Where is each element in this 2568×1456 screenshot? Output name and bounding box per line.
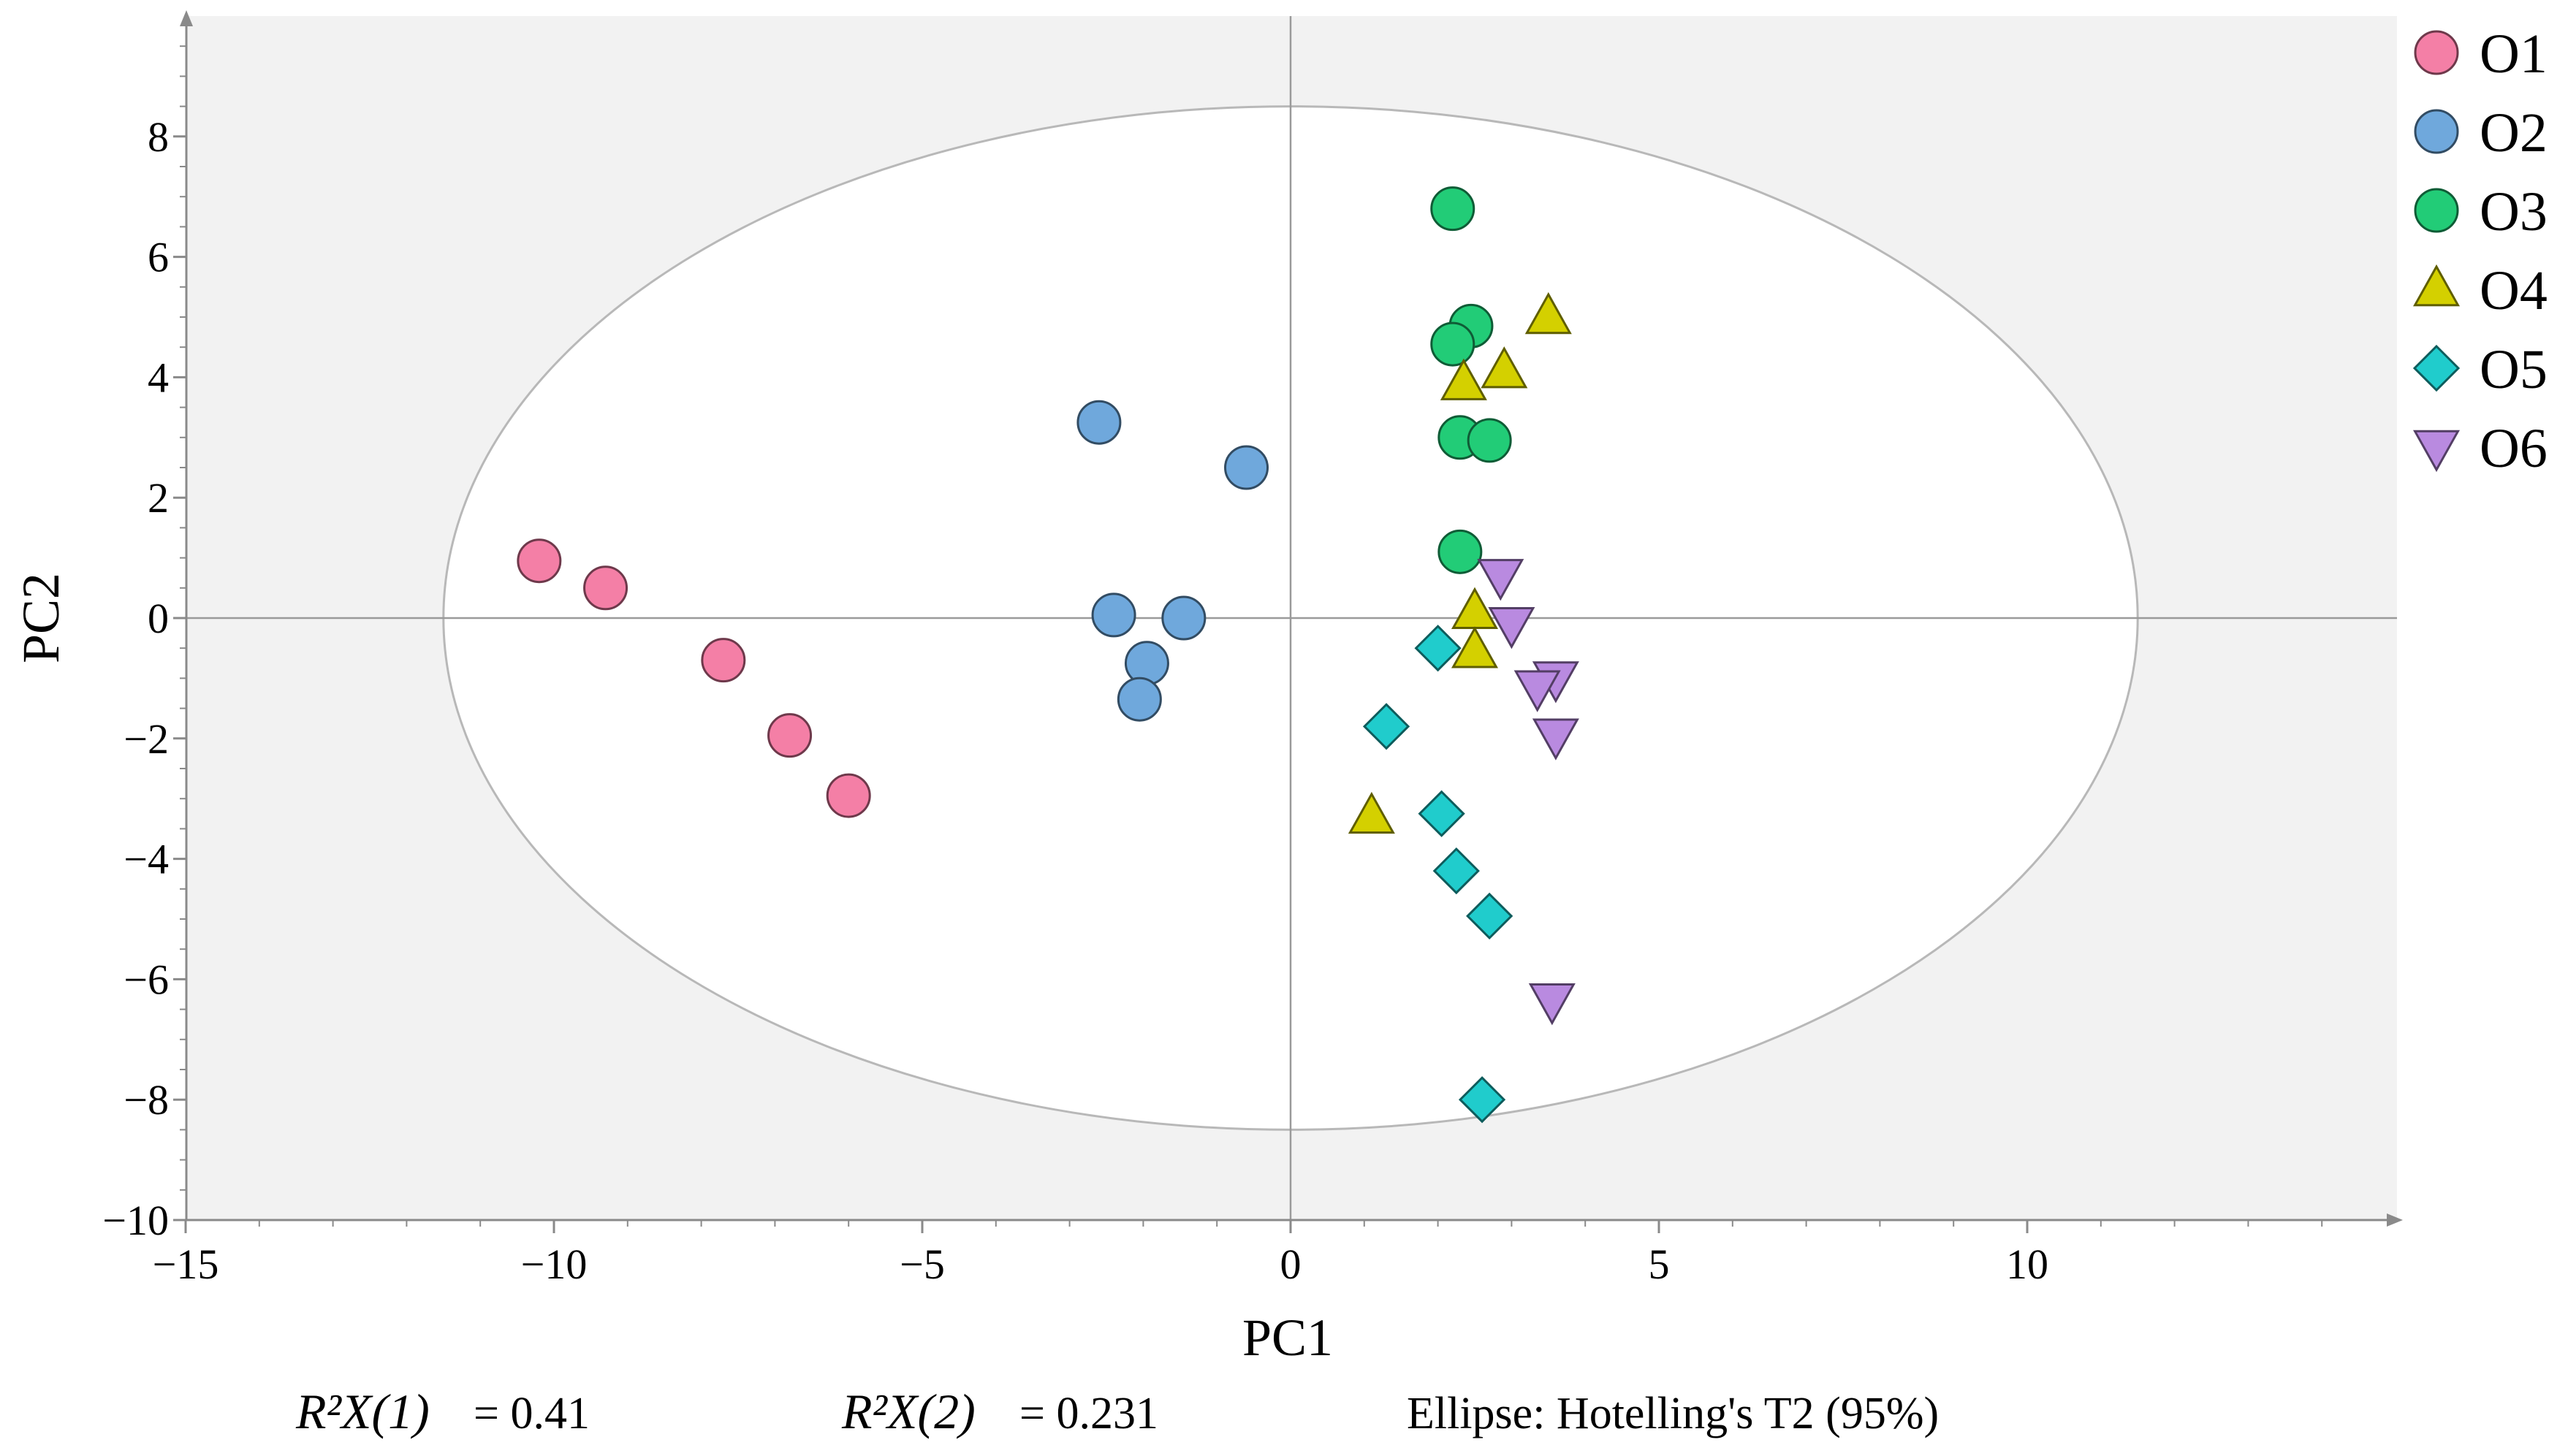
legend-label-o4: O4 [2480, 260, 2548, 321]
r2x1-label: R²X(1) [295, 1384, 430, 1439]
legend-label-o6: O6 [2480, 418, 2548, 479]
x-tick-label: −10 [521, 1240, 588, 1288]
data-points [517, 186, 1579, 1124]
r2x2-label: R²X(2) [841, 1384, 976, 1439]
x-tick-label: −15 [153, 1240, 219, 1288]
y-tick-label: 6 [148, 234, 169, 281]
point-o3 [1430, 186, 1475, 232]
point-o5 [1458, 1076, 1506, 1124]
y-tick-label: 0 [148, 595, 169, 642]
y-axis-arrow [180, 10, 193, 26]
point-o6 [1488, 607, 1535, 649]
legend-label-o3: O3 [2480, 181, 2548, 243]
point-o5 [1432, 847, 1480, 895]
legend-label-o5: O5 [2480, 339, 2548, 400]
point-o3 [1467, 418, 1512, 463]
point-o2 [1161, 595, 1207, 641]
x-tick-label: −5 [900, 1240, 945, 1288]
point-o2 [1076, 400, 1122, 445]
legend: O1 O2 O3 O4 O5 O6 [2412, 23, 2548, 479]
legend-label-o2: O2 [2480, 102, 2548, 164]
point-o4 [1348, 791, 1395, 834]
point-o2 [1091, 592, 1136, 638]
y-tick-label: −8 [124, 1076, 169, 1124]
point-o5 [1466, 892, 1513, 940]
point-o3 [1430, 321, 1475, 367]
r2x1-value: = 0.41 [474, 1389, 590, 1438]
point-o3 [1437, 529, 1483, 574]
point-o1 [517, 538, 562, 584]
point-o2 [1224, 445, 1269, 490]
ellipse-note: Ellipse: Hotelling's T2 (95%) [1407, 1389, 1939, 1438]
point-o4 [1440, 358, 1487, 400]
x-tick-label: 5 [1649, 1240, 1670, 1288]
x-axis-title: PC1 [1242, 1308, 1333, 1367]
x-axis-arrow [2387, 1213, 2403, 1227]
legend-marker-o6 [2412, 430, 2461, 473]
point-o4 [1481, 346, 1528, 389]
legend-marker-o2 [2414, 109, 2459, 154]
y-tick-label: 8 [148, 113, 169, 161]
point-o1 [701, 638, 746, 683]
legend-label-o1: O1 [2480, 23, 2548, 85]
point-o2 [1117, 676, 1162, 722]
y-tick-label: −10 [102, 1197, 169, 1244]
y-tick-label: 2 [148, 474, 169, 522]
point-o2 [1124, 641, 1169, 686]
y-tick-label: 4 [148, 354, 169, 401]
legend-marker-o1 [2414, 30, 2459, 75]
point-o6 [1477, 559, 1524, 601]
legend-marker-o3 [2414, 188, 2459, 233]
point-o1 [767, 713, 813, 758]
point-o6 [1513, 670, 1561, 712]
y-tick-label: −6 [124, 956, 169, 1003]
x-tick-label: 10 [2006, 1240, 2048, 1288]
y-tick-label: −4 [124, 836, 169, 883]
point-o4 [1524, 291, 1572, 335]
point-o5 [1418, 790, 1465, 837]
legend-marker-o5 [2412, 344, 2461, 392]
y-tick-label: −2 [124, 715, 169, 763]
point-o6 [1532, 718, 1579, 761]
point-o1 [583, 565, 628, 611]
point-o5 [1362, 703, 1410, 750]
point-o1 [826, 773, 871, 818]
point-o6 [1528, 983, 1576, 1026]
r2x2-value: = 0.231 [1019, 1389, 1158, 1438]
x-tick-label: 0 [1280, 1240, 1302, 1288]
point-o5 [1414, 625, 1462, 672]
legend-marker-o4 [2412, 264, 2461, 307]
y-axis-title: PC2 [12, 573, 70, 663]
point-o4 [1451, 626, 1499, 668]
